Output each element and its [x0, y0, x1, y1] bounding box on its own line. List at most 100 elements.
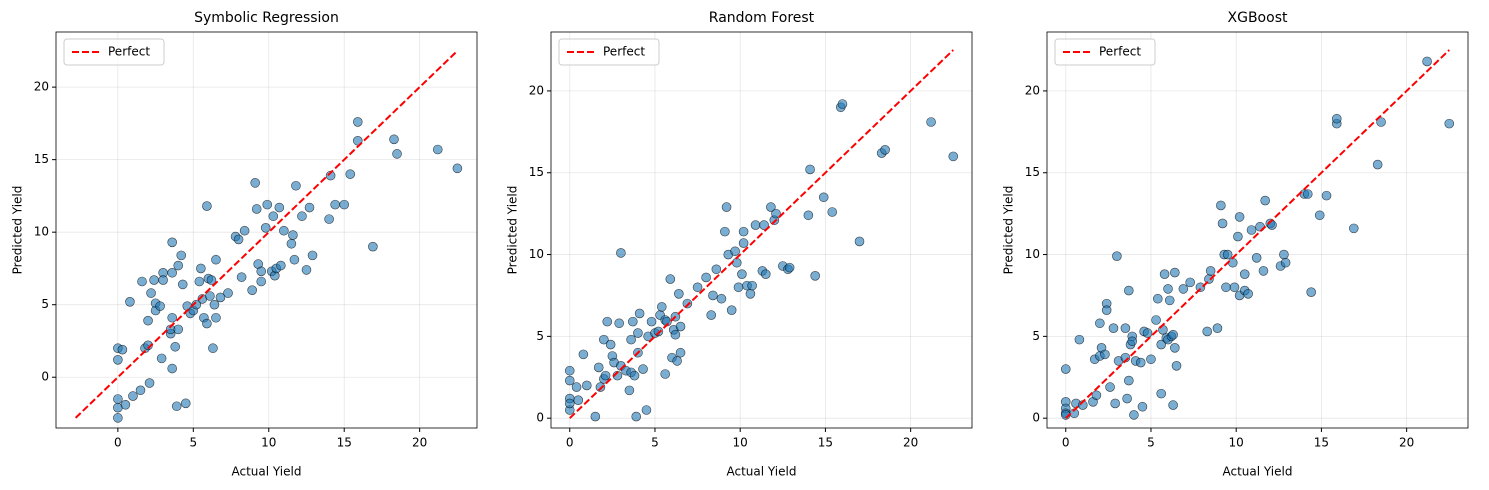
point: [1170, 343, 1180, 353]
y-axis-label: Predicted Yield: [1002, 186, 1016, 275]
point: [262, 199, 273, 210]
point: [389, 134, 399, 145]
point: [641, 405, 652, 415]
legend-label: Perfect: [603, 45, 645, 59]
reference-line: [569, 49, 954, 419]
point: [1260, 195, 1270, 206]
point: [1120, 323, 1131, 333]
point: [167, 312, 177, 323]
point: [590, 411, 601, 422]
point: [143, 340, 153, 351]
point: [196, 263, 206, 274]
point: [1185, 277, 1195, 288]
x-tick-label: 20: [1399, 436, 1414, 450]
point: [665, 274, 676, 284]
point: [926, 117, 936, 127]
point: [128, 391, 138, 401]
point: [581, 380, 592, 391]
y-tick-label: 5: [536, 329, 544, 343]
point: [1216, 200, 1226, 211]
point: [286, 238, 297, 249]
point: [297, 211, 307, 222]
point: [578, 349, 589, 360]
subplot-title: Symbolic Regression: [194, 10, 339, 26]
point: [738, 238, 749, 248]
point: [392, 149, 402, 159]
point: [117, 344, 128, 355]
point: [113, 413, 123, 423]
point: [113, 394, 123, 404]
point: [1129, 410, 1139, 420]
x-tick-label: 15: [1314, 436, 1329, 450]
point: [653, 326, 664, 337]
reference-line: [74, 50, 459, 419]
y-tick-label: 5: [1032, 329, 1040, 343]
y-tick-label: 0: [41, 370, 49, 384]
point: [737, 269, 747, 279]
point: [274, 202, 285, 213]
point: [616, 248, 626, 258]
point: [1178, 284, 1189, 294]
y-axis-label: Predicted Yield: [506, 186, 520, 275]
point: [120, 399, 131, 410]
point: [1156, 339, 1166, 350]
legend-box: [63, 38, 165, 66]
point: [750, 220, 761, 230]
point: [215, 292, 226, 303]
point: [1251, 253, 1262, 263]
subplot-title: Random Forest: [709, 10, 815, 26]
y-tick-label: 5: [41, 297, 49, 311]
point: [629, 370, 640, 381]
subplot: XGBoost Actual Yield Predicted Yield 0 5 10 15…: [1002, 10, 1469, 479]
point: [176, 250, 187, 261]
point: [1122, 393, 1132, 404]
legend-label: Perfect: [108, 45, 150, 59]
axes-frame: [550, 31, 973, 429]
point: [1146, 354, 1156, 365]
x-axis-label: Actual Yield: [1223, 465, 1293, 479]
point: [1202, 326, 1213, 337]
point: [202, 318, 212, 329]
point: [167, 267, 177, 278]
point: [805, 164, 815, 175]
point: [1229, 282, 1240, 293]
point: [1142, 328, 1153, 338]
point: [268, 211, 279, 222]
point: [125, 297, 135, 307]
point: [180, 398, 191, 409]
y-tick-label: 20: [1025, 83, 1040, 97]
point: [1212, 323, 1223, 333]
point: [113, 355, 123, 365]
point: [593, 362, 604, 373]
point: [701, 272, 711, 283]
point: [624, 385, 635, 396]
point: [1422, 56, 1432, 67]
y-tick-label: 20: [529, 83, 544, 97]
point: [656, 302, 667, 312]
point: [301, 265, 312, 275]
point: [208, 343, 218, 354]
point: [291, 180, 301, 191]
y-tick-label: 0: [536, 411, 544, 425]
point: [1227, 257, 1238, 268]
x-tick-label: 15: [818, 436, 833, 450]
point: [432, 144, 443, 155]
point: [1233, 231, 1243, 242]
point: [279, 225, 289, 236]
legend-box: [1054, 38, 1156, 66]
point: [631, 411, 642, 422]
point: [1112, 251, 1122, 261]
point: [854, 236, 865, 247]
point: [670, 329, 681, 340]
point: [1108, 323, 1119, 333]
x-tick-label: 5: [1147, 436, 1155, 450]
point: [1280, 257, 1291, 268]
point: [745, 289, 756, 299]
x-tick-label: 15: [337, 436, 352, 450]
point: [692, 282, 703, 293]
point: [250, 178, 260, 188]
point: [1170, 267, 1180, 278]
point: [1195, 282, 1206, 293]
point: [1095, 318, 1105, 329]
point: [233, 234, 244, 245]
